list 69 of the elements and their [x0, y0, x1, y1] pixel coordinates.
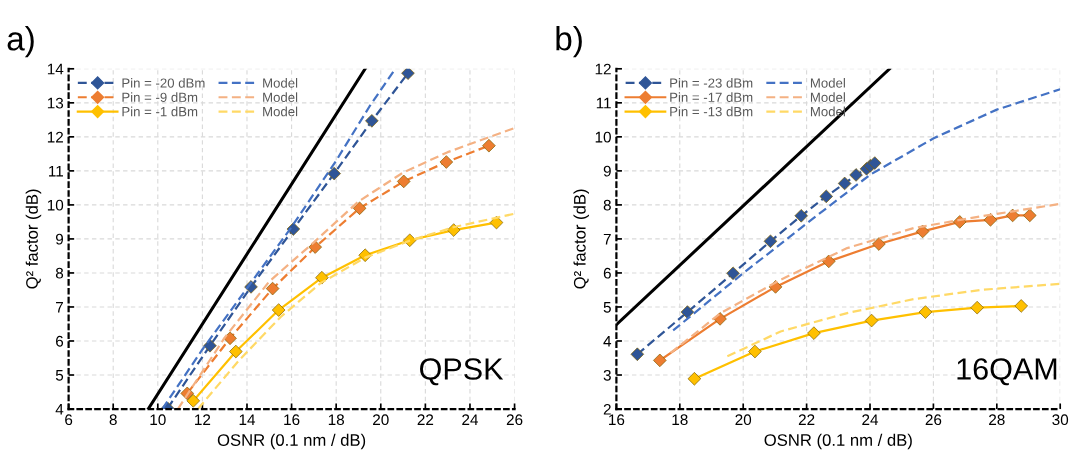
y-tick-label: 2 — [603, 403, 611, 415]
y-tick-label: 8 — [55, 267, 64, 279]
x-tick-label: 28 — [989, 414, 1005, 426]
legend-label: Pin = -13 dBm — [670, 106, 753, 117]
point — [265, 281, 280, 296]
legend-label: Model — [810, 78, 845, 88]
y-tick-label: 4 — [603, 336, 612, 347]
legend-label: Model — [263, 78, 298, 88]
legend-label: Pin = -9 dBm — [122, 92, 198, 102]
x-tick-label: 24 — [462, 414, 479, 425]
x-tick-label: 20 — [373, 414, 389, 426]
x-tick-label: 20 — [735, 414, 752, 426]
y-tick-label: 12 — [595, 63, 611, 75]
y-tick-label: 6 — [603, 267, 611, 279]
x-axis-title: OSNR (0.1 nm / dB) — [764, 433, 912, 450]
x-tick-label: 6 — [65, 414, 73, 426]
line-series — [726, 282, 1061, 358]
y-tick-label: 9 — [603, 165, 611, 177]
y-tick-label: 10 — [595, 131, 611, 143]
point — [401, 68, 415, 80]
y-tick-label: 11 — [49, 165, 63, 177]
legend-label: Model — [263, 92, 298, 102]
legend-label: Model — [263, 106, 298, 117]
annotation: QPSK — [420, 358, 504, 386]
y-tick-label: 11 — [596, 97, 611, 109]
x-tick-label: 18 — [672, 414, 688, 426]
legend-label: Pin = -17 dBm — [670, 92, 753, 102]
chart-title: a) — [7, 26, 34, 58]
y-tick-label: 3 — [603, 369, 611, 381]
y-tick-label: 5 — [603, 301, 611, 313]
x-tick-label: 16 — [284, 414, 300, 426]
point — [352, 201, 367, 216]
x-axis-title: OSNR (0.1 nm / dB) — [217, 433, 366, 450]
y-tick-label: 9 — [55, 233, 64, 245]
x-tick-label: 18 — [328, 414, 345, 426]
y-tick-label: 13 — [47, 97, 64, 109]
point — [763, 234, 778, 249]
x-tick-label: 10 — [150, 414, 166, 426]
x-tick-label: 26 — [506, 414, 523, 426]
x-tick-label: 14 — [239, 414, 256, 425]
legend-label: Pin = -23 dBm — [670, 78, 753, 88]
x-tick-label: 26 — [925, 414, 942, 426]
point — [819, 189, 833, 204]
x-tick-label: 22 — [798, 414, 815, 425]
x-tick-label: 8 — [109, 414, 117, 426]
y-tick-label: 7 — [56, 301, 63, 313]
x-tick-label: 12 — [195, 414, 211, 425]
legend-label: Pin = -20 dBm — [122, 78, 205, 88]
y-tick-label: 7 — [603, 233, 611, 245]
point — [687, 372, 702, 386]
y-tick-label: 6 — [56, 335, 64, 347]
chart-title: b) — [556, 26, 582, 58]
annotation: 16QAM — [957, 358, 1057, 386]
y-axis-title: Q² factor (dB) — [573, 189, 589, 289]
y-tick-label: 10 — [47, 199, 64, 211]
line-series — [672, 88, 1061, 332]
y-tick-label: 8 — [603, 199, 611, 211]
y-axis-title: Q² factor (dB) — [25, 189, 42, 289]
y-tick-label: 14 — [47, 63, 64, 75]
legend-label: Pin = -1 dBm — [122, 106, 198, 117]
y-tick-label: 4 — [55, 404, 64, 415]
x-tick-label: 22 — [417, 414, 434, 425]
y-tick-label: 5 — [55, 370, 64, 381]
legend-label: Model — [810, 92, 845, 102]
x-tick-label: 16 — [609, 414, 625, 426]
y-tick-label: 12 — [47, 131, 63, 143]
x-tick-label: 30 — [1052, 414, 1069, 426]
x-tick-label: 24 — [862, 414, 879, 425]
line-series — [669, 202, 1061, 354]
